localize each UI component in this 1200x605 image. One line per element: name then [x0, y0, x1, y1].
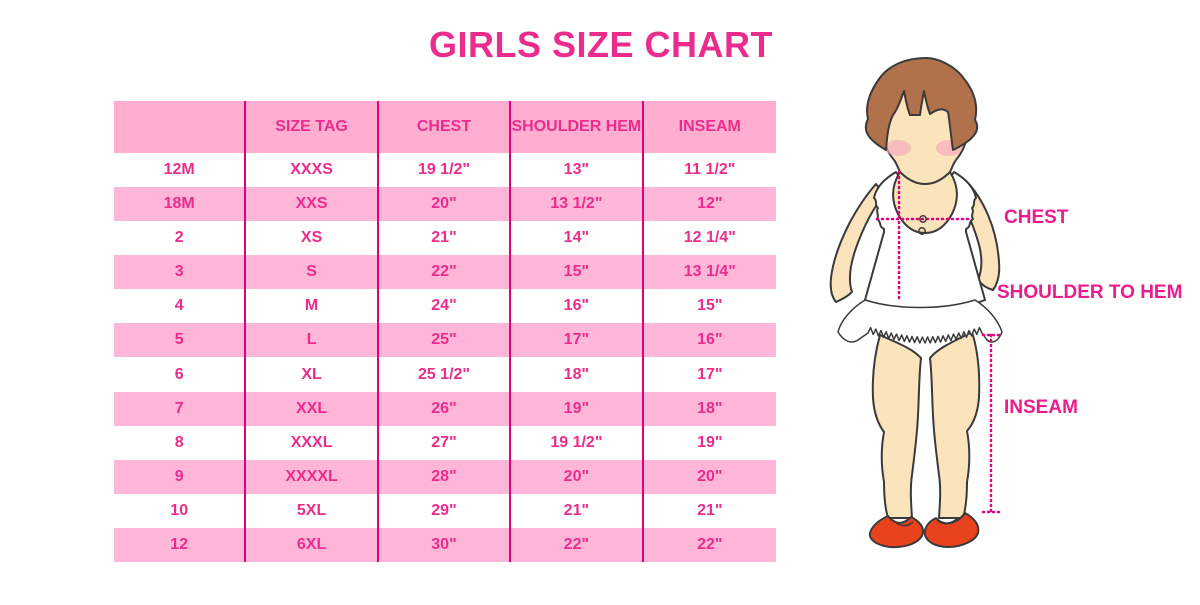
svg-text:CHEST: CHEST — [1004, 207, 1069, 228]
svg-text:INSEAM: INSEAM — [1004, 397, 1078, 418]
svg-text:SHOULDER TO HEM: SHOULDER TO HEM — [997, 282, 1182, 303]
